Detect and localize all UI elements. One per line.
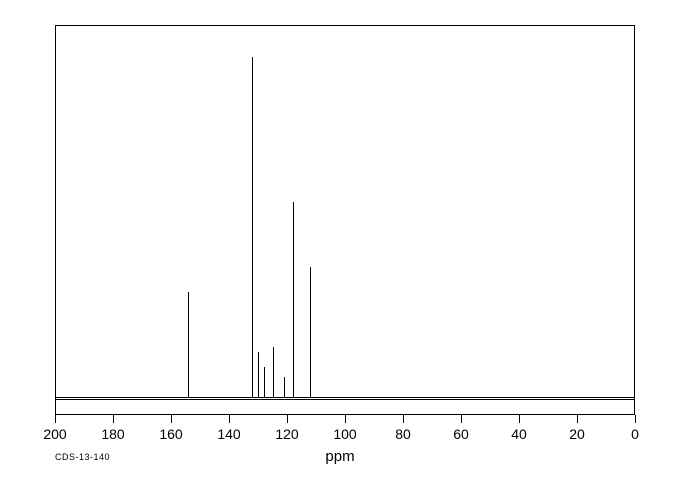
peak bbox=[310, 267, 311, 397]
x-axis-title: ppm bbox=[325, 448, 354, 465]
x-tick bbox=[403, 415, 404, 423]
x-tick-label: 60 bbox=[453, 426, 469, 442]
peak bbox=[252, 57, 253, 397]
plot-border bbox=[55, 25, 635, 415]
x-tick-label: 40 bbox=[511, 426, 527, 442]
x-tick-label: 200 bbox=[43, 426, 66, 442]
x-tick bbox=[461, 415, 462, 423]
sample-id-label: CDS-13-140 bbox=[55, 452, 110, 462]
x-tick bbox=[577, 415, 578, 423]
x-tick-label: 100 bbox=[333, 426, 356, 442]
x-tick bbox=[113, 415, 114, 423]
x-tick bbox=[519, 415, 520, 423]
x-tick bbox=[229, 415, 230, 423]
peak bbox=[188, 292, 189, 397]
x-tick bbox=[171, 415, 172, 423]
x-tick bbox=[55, 415, 56, 423]
peak bbox=[284, 377, 285, 397]
x-tick-label: 0 bbox=[631, 426, 639, 442]
x-tick-label: 180 bbox=[101, 426, 124, 442]
peak bbox=[258, 352, 259, 397]
x-tick-label: 160 bbox=[159, 426, 182, 442]
peak bbox=[264, 367, 265, 397]
x-axis-labels: 200180160140120100806040200 bbox=[55, 426, 635, 446]
x-axis-ticks bbox=[55, 415, 635, 423]
peak bbox=[293, 202, 294, 397]
baseline bbox=[55, 397, 635, 400]
x-tick-label: 120 bbox=[275, 426, 298, 442]
peak bbox=[273, 347, 274, 397]
x-tick-label: 20 bbox=[569, 426, 585, 442]
x-tick-label: 80 bbox=[395, 426, 411, 442]
x-tick bbox=[345, 415, 346, 423]
x-tick-label: 140 bbox=[217, 426, 240, 442]
x-tick bbox=[635, 415, 636, 423]
x-tick bbox=[287, 415, 288, 423]
nmr-spectrum-chart bbox=[55, 25, 635, 415]
